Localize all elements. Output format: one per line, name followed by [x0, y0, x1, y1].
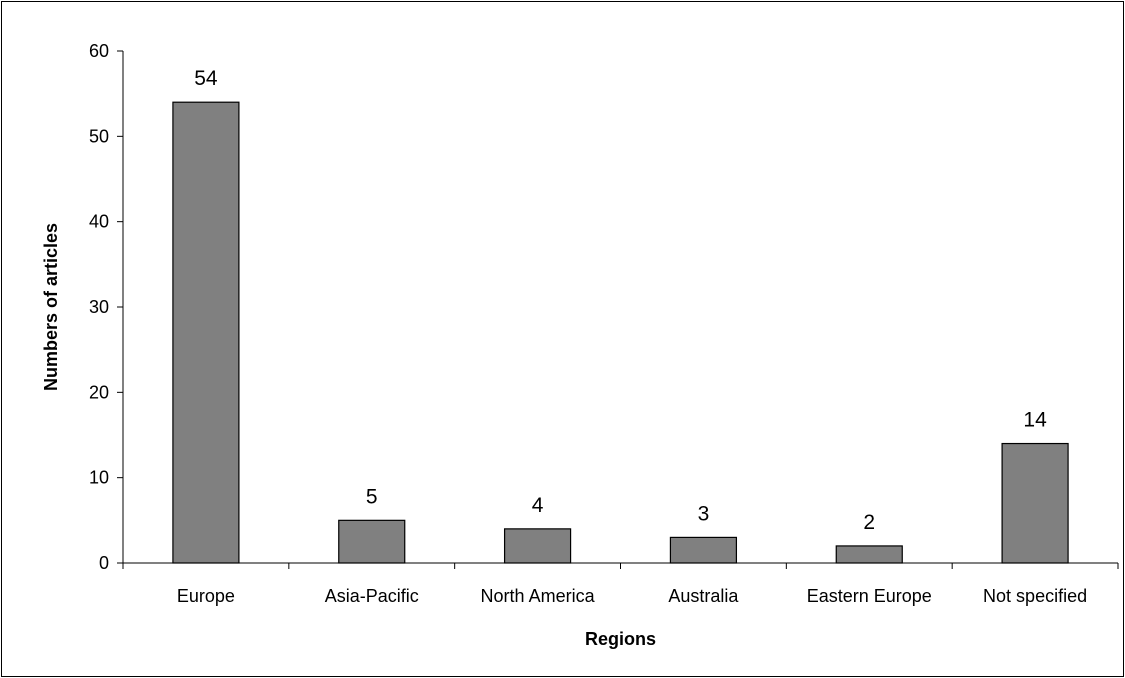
axes-layer — [122, 51, 1118, 564]
bars-layer — [172, 101, 1069, 564]
x-category-label: Australia — [668, 586, 739, 606]
bar-value-label: 5 — [366, 485, 378, 508]
y-tick-label: 50 — [89, 126, 109, 146]
bar — [1001, 442, 1069, 564]
bar-value-label: 2 — [863, 511, 875, 534]
y-tick-label: 30 — [89, 297, 109, 317]
x-category-label: Eastern Europe — [807, 586, 932, 606]
y-tick-label: 10 — [89, 468, 109, 488]
bar-value-label: 14 — [1023, 409, 1047, 432]
x-category-label: North America — [481, 586, 596, 606]
bar — [835, 545, 903, 564]
bar — [172, 101, 240, 564]
x-ticks: Europe Asia-Pacific North America Australia… — [122, 563, 1119, 606]
y-axis-title: Numbers of articles — [41, 223, 61, 391]
bar — [503, 528, 572, 564]
y-ticks: 0 10 20 30 40 50 60 — [89, 41, 123, 573]
y-tick-label: 20 — [89, 382, 109, 402]
y-tick-label: 0 — [99, 553, 109, 573]
bar — [338, 519, 406, 564]
x-category-label: Asia-Pacific — [325, 586, 419, 606]
x-category-label: Europe — [177, 586, 235, 606]
data-labels: 545 4 3 214 — [194, 67, 1047, 534]
x-category-label: Not specified — [983, 586, 1087, 606]
bar-value-label: 3 — [698, 502, 710, 525]
y-tick-label: 60 — [89, 41, 109, 61]
x-axis-title: Regions — [585, 629, 656, 649]
y-tick-label: 40 — [89, 212, 109, 232]
bar-value-label: 54 — [194, 67, 218, 90]
bar — [669, 536, 738, 564]
bar-value-label: 4 — [532, 494, 544, 517]
